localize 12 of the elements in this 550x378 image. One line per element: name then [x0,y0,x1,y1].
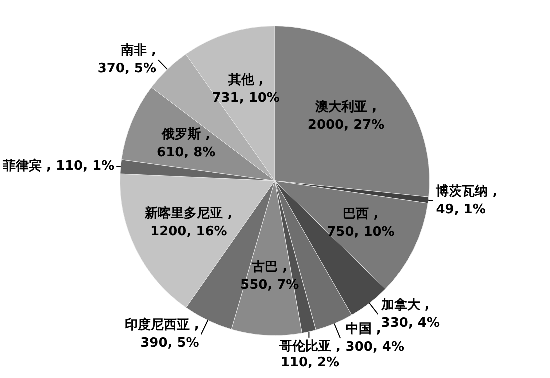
slice-label: 巴西 , 750, 10% [327,206,395,240]
slice-label: 俄罗斯 , 610, 8% [157,128,216,161]
slice-label: 澳大利亚 , 2000, 27% [308,99,385,134]
slice-label: 南非 , 370, 5% [98,44,156,77]
slice-label: 古巴 , 550, 7% [240,260,300,294]
slice-label: 菲律宾 , 110, 1% [2,158,115,174]
slice-label: 新喀里多尼亚 , 1200, 16% [144,206,233,240]
slice-label: 哥伦比亚 , 110, 2% [278,339,341,370]
slice-label: 其他 , 731, 10% [212,72,280,106]
slice-label: 博茨瓦纳 , 49, 1% [435,183,498,218]
slice-label: 印度尼西亚 , 390, 5% [124,316,200,351]
slice-label: 加拿大 , 330, 4% [380,296,440,331]
